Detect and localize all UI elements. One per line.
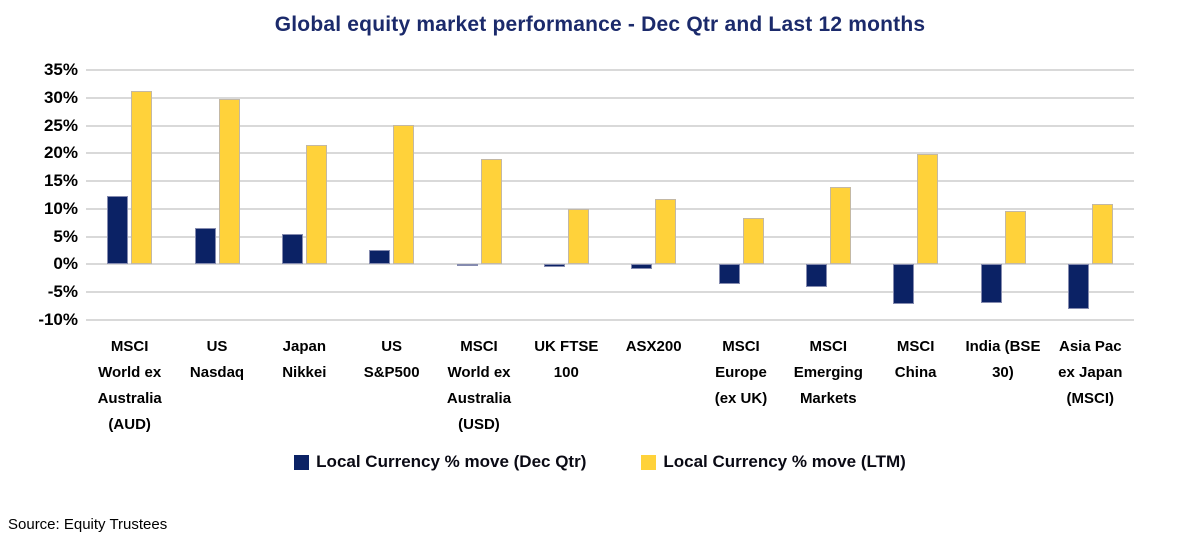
bar-ltm — [567, 209, 589, 265]
x-axis-category-line: (AUD) — [108, 416, 151, 433]
gridline — [86, 124, 1134, 127]
bar-ltm — [480, 159, 502, 265]
x-axis-category-label: ASX200 — [610, 334, 697, 438]
bar-ltm — [1004, 210, 1026, 265]
chart-title: Global equity market performance - Dec Q… — [274, 13, 926, 36]
x-axis-category-line: UK FTSE — [534, 338, 599, 355]
bar-dec-qtr — [281, 234, 303, 265]
x-axis-category-label: Asia Pac ex Japan (MSCI) — [1047, 334, 1134, 438]
x-axis-category-line: World ex — [98, 364, 162, 381]
y-axis-ticks: 35% 30% 25% 20% 15% 10% 5% 0% -5% -10% — [0, 61, 78, 329]
gridline — [86, 180, 1134, 183]
x-axis-category-label: India (BSE 30) — [959, 334, 1046, 438]
x-axis-category-line: Markets — [799, 390, 857, 407]
y-tick-label: -5% — [47, 282, 78, 302]
x-axis-category-line: China — [894, 364, 937, 381]
x-axis-category-line: MSCI — [460, 338, 498, 355]
y-tick-label: 30% — [43, 87, 78, 107]
y-tick-label: 20% — [43, 143, 78, 163]
gridline — [86, 152, 1134, 155]
x-axis-category-label: UK FTSE 100 — [523, 334, 610, 438]
x-axis-category-line: S&P500 — [363, 364, 420, 381]
bar-dec-qtr — [107, 196, 129, 265]
x-axis-category-line: MSCI — [110, 338, 149, 355]
x-axis-category-label: MSCI World ex Australia (AUD) — [86, 334, 173, 438]
source-note: Source: Equity Trustees — [8, 516, 168, 533]
x-axis-category-line: US — [381, 338, 403, 355]
legend-item-ltm: Local Currency % move (LTM) — [641, 452, 906, 472]
x-axis-category-line: 100 — [553, 364, 579, 381]
bar-ltm — [218, 98, 240, 265]
x-axis-category-line: MSCI — [896, 338, 935, 355]
bar-dec-qtr — [805, 264, 827, 288]
x-axis-category-line: Europe — [715, 364, 767, 381]
x-axis-labels: MSCI World ex Australia (AUD) US Nasdaq Japan N… — [86, 334, 1134, 438]
x-axis-category-line: India (BSE — [965, 338, 1041, 355]
x-axis-category-label: Japan Nikkei — [261, 334, 348, 438]
bar-ltm — [917, 153, 939, 265]
gridline — [86, 69, 1134, 71]
x-axis-category-line: (ex UK) — [714, 390, 768, 407]
legend-label: Local Currency % move (Dec Qtr) — [316, 452, 587, 471]
x-axis-category-line: ex Japan — [1058, 364, 1123, 381]
gridline — [86, 291, 1134, 294]
bar-ltm — [131, 90, 153, 265]
y-tick-label: 0% — [53, 254, 78, 274]
x-axis-category-line: Asia Pac — [1059, 338, 1122, 355]
plot-area — [86, 69, 1134, 321]
x-axis-category-label: US S&P500 — [348, 334, 435, 438]
bar-dec-qtr — [718, 264, 740, 284]
x-axis-category-label: MSCI China — [872, 334, 959, 438]
x-axis-category-line: (USD) — [458, 416, 500, 433]
y-tick-label: 10% — [43, 198, 78, 218]
x-axis-category-line: 30) — [992, 364, 1014, 381]
x-axis-category-line: (MSCI) — [1066, 390, 1115, 407]
bar-dec-qtr — [893, 264, 915, 304]
legend-item-dec-qtr: Local Currency % move (Dec Qtr) — [294, 452, 586, 472]
y-tick-label: -10% — [38, 310, 78, 329]
gridline — [86, 207, 1134, 210]
legend-swatch-ltm — [641, 454, 657, 470]
gridline — [86, 319, 1134, 321]
bar-dec-qtr — [194, 228, 216, 265]
x-axis-category-line: Australia — [446, 390, 512, 407]
legend-swatch-dec-qtr — [294, 454, 310, 470]
bar-ltm — [1091, 204, 1113, 265]
bar-dec-qtr — [1067, 264, 1089, 309]
y-tick-label: 5% — [53, 226, 78, 246]
x-axis-category-line: Australia — [97, 390, 162, 407]
bar-dec-qtr — [369, 250, 391, 265]
bar-ltm — [655, 199, 677, 265]
gridline — [86, 235, 1134, 238]
x-axis-category-label: US Nasdaq — [173, 334, 260, 438]
gridline — [86, 263, 1134, 266]
bar-ltm — [393, 125, 415, 265]
x-axis-category-line: Nikkei — [282, 364, 327, 381]
x-axis-category-line: MSCI — [809, 338, 848, 355]
bar-ltm — [742, 218, 764, 265]
x-axis-category-line: ASX200 — [625, 338, 682, 355]
bar-ltm — [305, 145, 327, 265]
bar-dec-qtr — [980, 264, 1002, 304]
legend-label: Local Currency % move (LTM) — [663, 452, 906, 471]
x-axis-category-line: Emerging — [793, 364, 863, 381]
x-axis-category-line: MSCI — [722, 338, 760, 355]
x-axis-category-label: MSCI Emerging Markets — [785, 334, 872, 438]
x-axis-category-label: MSCI Europe (ex UK) — [697, 334, 784, 438]
x-axis-category-label: MSCI World ex Australia (USD) — [435, 334, 522, 438]
bar-dec-qtr — [631, 264, 653, 269]
x-axis-category-line: World ex — [447, 364, 511, 381]
bar-dec-qtr — [456, 264, 478, 267]
bar-dec-qtr — [543, 264, 565, 268]
legend: Local Currency % move (Dec Qtr) Local Cur… — [0, 452, 1200, 472]
y-tick-label: 35% — [43, 60, 78, 79]
bar-ltm — [829, 187, 851, 265]
y-tick-label: 15% — [43, 171, 78, 191]
x-axis-category-line: US — [206, 338, 228, 355]
y-tick-label: 25% — [43, 115, 78, 135]
gridline — [86, 96, 1134, 99]
x-axis-category-line: Nasdaq — [189, 364, 245, 381]
x-axis-category-line: Japan — [282, 338, 326, 355]
